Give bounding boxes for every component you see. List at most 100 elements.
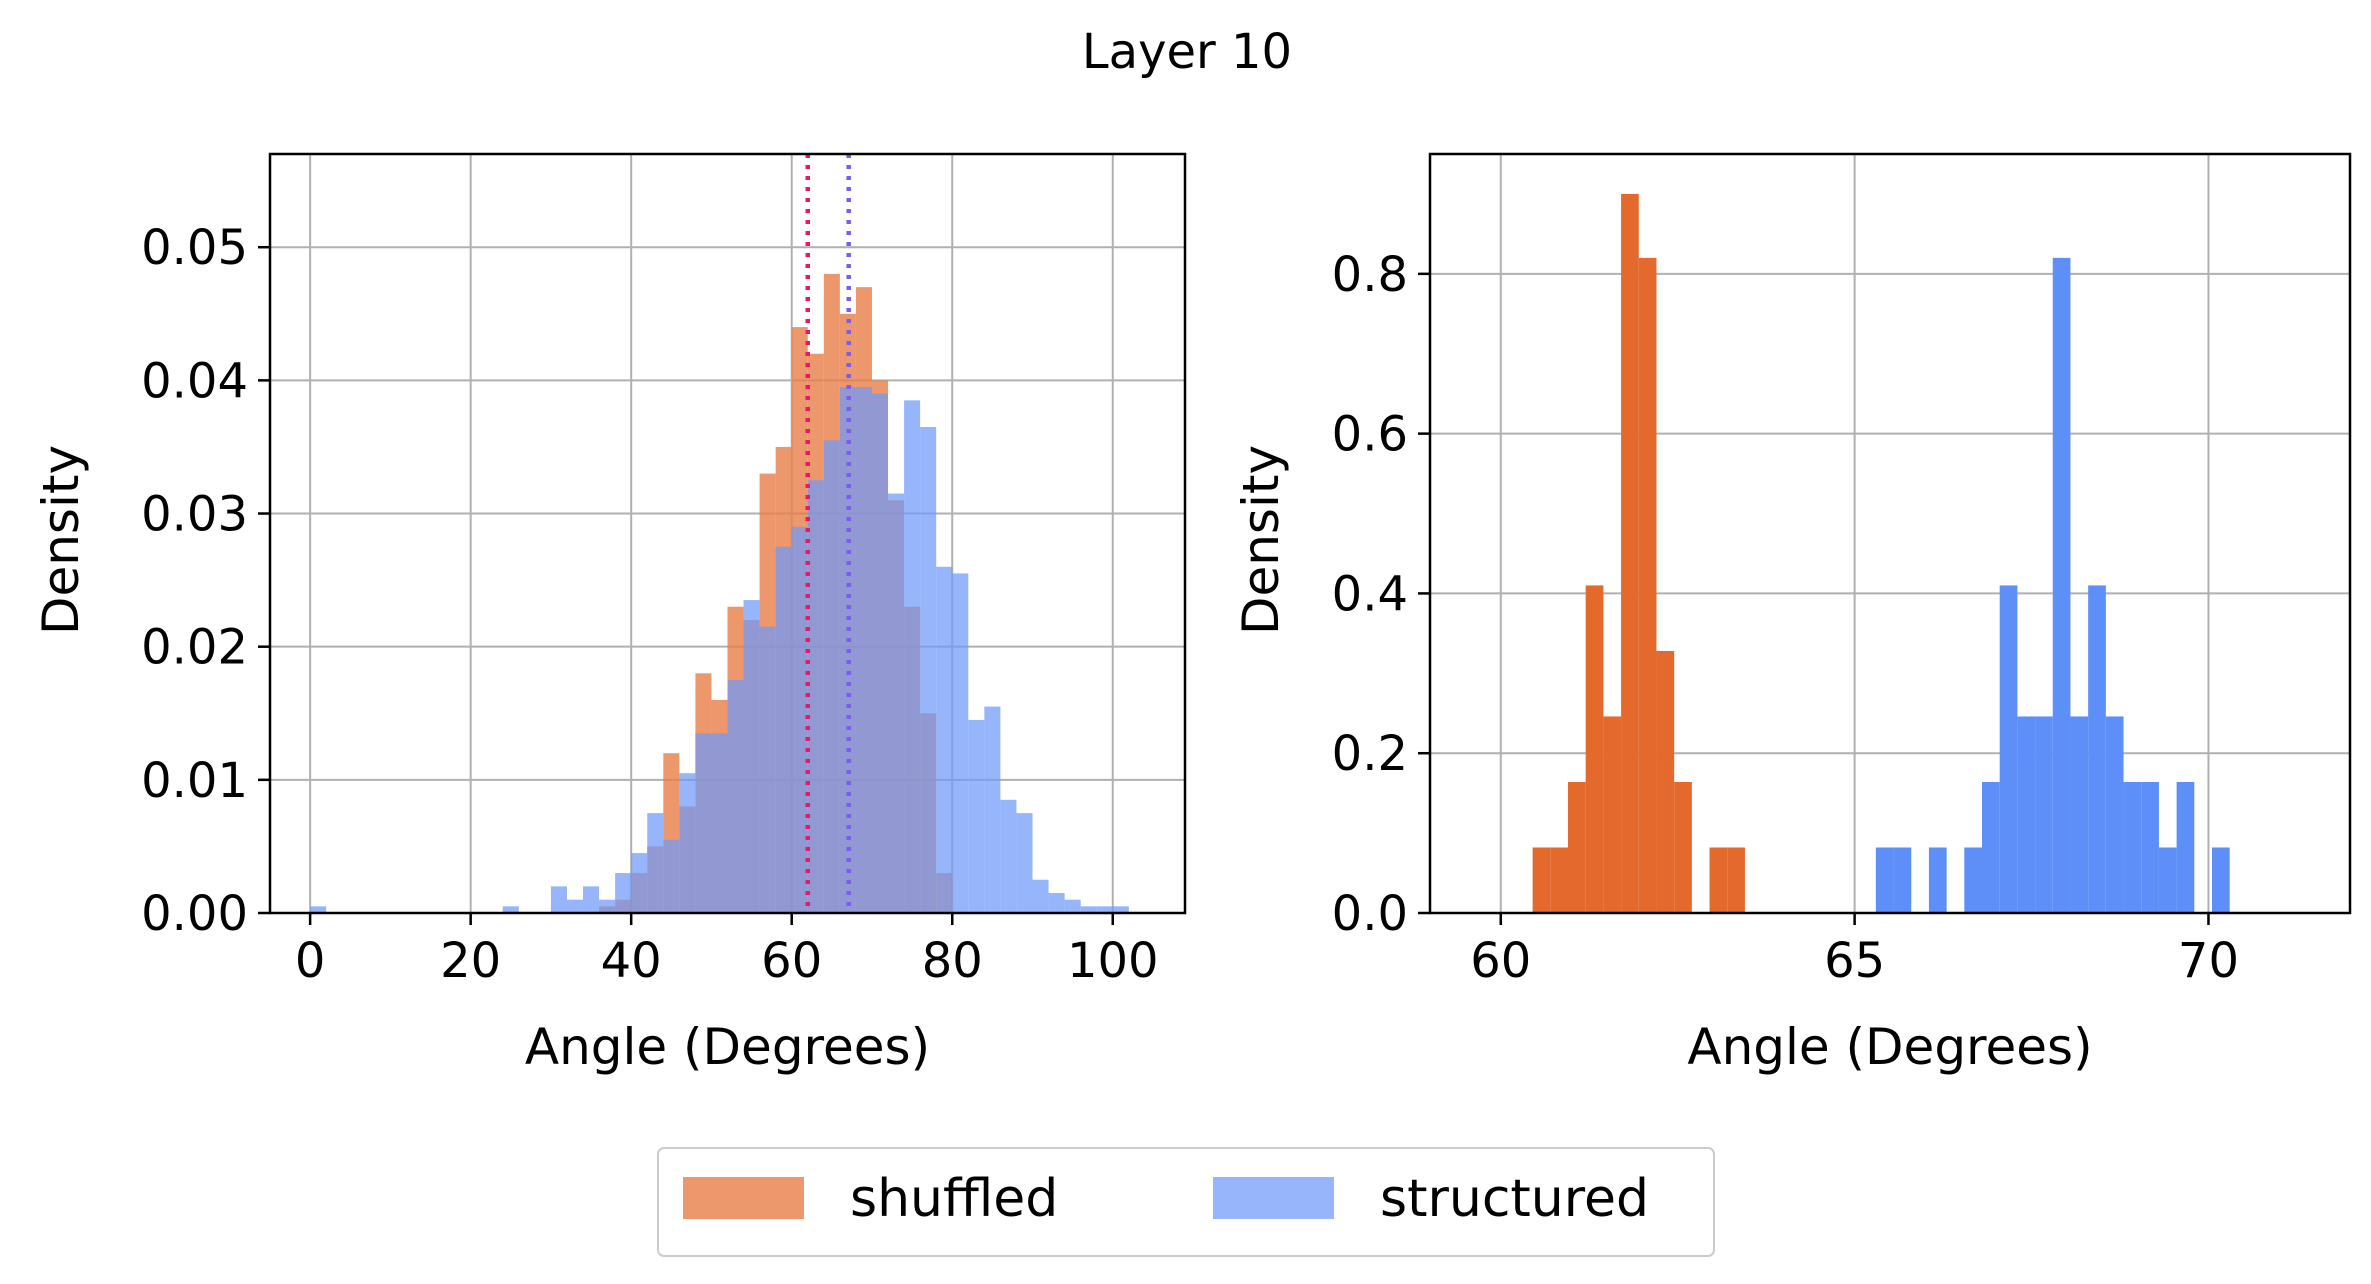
histogram-bar-structured: [1982, 781, 2000, 913]
histogram-bar-structured: [1112, 906, 1129, 913]
histogram-bar-structured: [2123, 781, 2142, 913]
histogram-bar-structured: [2212, 847, 2230, 913]
histogram-bar-structured: [1893, 847, 1912, 913]
histogram-bar-shuffled: [1709, 847, 1728, 913]
histogram-bar-structured: [663, 839, 680, 913]
axes-frame: [268, 152, 1187, 915]
histogram-bar-shuffled: [1568, 781, 1586, 913]
histogram-bar-structured: [775, 546, 792, 913]
y-tick-label: 0.03: [141, 487, 248, 543]
histogram-bar-shuffled: [1656, 650, 1675, 913]
histogram-bar-shuffled: [1585, 585, 1604, 913]
histogram-bar-structured: [984, 706, 1001, 913]
y-tick-label: 0.05: [141, 220, 248, 276]
x-tick-label: 0: [295, 933, 326, 989]
histogram-bar-structured: [711, 733, 728, 913]
legend-label-shuffled: shuffled: [850, 1169, 1058, 1229]
legend-swatch-shuffled: [683, 1177, 804, 1219]
histogram-bar-shuffled: [1532, 847, 1551, 913]
histogram-bar-structured: [759, 626, 776, 913]
histogram-bar-structured: [888, 493, 905, 913]
histogram-bar-shuffled: [1674, 781, 1692, 913]
histogram-bar-structured: [904, 400, 921, 913]
y-tick-label: 0.6: [1332, 407, 1408, 463]
x-tick-label: 100: [1067, 933, 1159, 989]
histogram-bar-structured: [2070, 716, 2089, 913]
histogram-bar-structured: [1964, 847, 1982, 913]
histogram-bar-structured: [1000, 799, 1017, 913]
legend: shuffled structured: [657, 1147, 1715, 1257]
histogram-bar-structured: [1875, 847, 1894, 913]
y-tick-label: 0.04: [141, 353, 248, 409]
x-axis-label: Angle (Degrees): [1687, 1018, 2092, 1076]
x-tick-label: 40: [601, 933, 662, 989]
histogram-bar-structured: [615, 873, 632, 913]
histogram-bar-structured: [2158, 847, 2177, 913]
histogram-bar-structured: [550, 886, 567, 913]
histogram-bar-structured: [952, 573, 969, 913]
x-axis-label: Angle (Degrees): [525, 1018, 930, 1076]
histogram-bar-structured: [631, 853, 648, 913]
histogram-bar-shuffled: [1727, 847, 1745, 913]
histogram-bar-structured: [695, 733, 712, 913]
legend-frame: [657, 1147, 1715, 1257]
histogram-bar-structured: [1064, 899, 1081, 913]
histogram-bar-structured: [583, 886, 600, 913]
histogram-bar-structured: [1048, 893, 1065, 913]
histogram-bar-structured: [920, 426, 937, 913]
histogram-bar-shuffled: [1603, 716, 1622, 913]
histogram-bar-structured: [743, 600, 760, 913]
histogram-bar-structured: [2052, 257, 2071, 913]
y-tick-label: 0.02: [141, 620, 248, 676]
histogram-bar-structured: [679, 773, 696, 913]
histogram-bar-structured: [823, 440, 840, 913]
histogram-bar-structured: [855, 387, 872, 913]
y-tick-label: 0.2: [1332, 726, 1408, 782]
left-histogram-panel: 0 20 40 60 80 100 0.00 0.01 0.02 0.03 0.04 0.05 Angl…: [32, 152, 1187, 1076]
y-axis-label: Density: [1232, 445, 1290, 635]
histogram-bar-structured: [727, 679, 744, 913]
histogram-bar-structured: [647, 813, 664, 913]
x-tick-label: 80: [922, 933, 983, 989]
y-tick-label: 0.0: [1332, 886, 1408, 942]
x-tick-label: 20: [440, 933, 501, 989]
histogram-bar-structured: [310, 906, 327, 913]
y-tick-label: 0.4: [1332, 566, 1408, 622]
histogram-bar-structured: [968, 719, 985, 913]
histogram-bar-structured: [1096, 906, 1113, 913]
histogram-bar-structured: [2105, 716, 2124, 913]
histogram-bar-structured: [2141, 781, 2159, 913]
histogram-bar-structured: [502, 906, 519, 913]
histogram-bar-structured: [2088, 585, 2106, 913]
histogram-bar-structured: [1080, 906, 1097, 913]
histogram-bar-structured: [871, 393, 889, 913]
y-tick-label: 0.00: [141, 886, 248, 942]
histogram-bar-shuffled: [1550, 847, 1568, 913]
x-tick-label: 70: [2178, 933, 2239, 989]
histogram-bar-structured: [1016, 813, 1033, 913]
x-tick-label: 60: [761, 933, 822, 989]
right-histogram-panel: 60 65 70 0.0 0.2 0.4 0.6 0.8 Angle (Degrees) Dens…: [1232, 152, 2352, 1076]
histogram-bar-structured: [936, 566, 953, 913]
histogram-bar-structured: [566, 899, 584, 913]
figure-title: Layer 10: [1082, 24, 1292, 80]
legend-label-structured: structured: [1380, 1169, 1649, 1229]
y-tick-label: 0.01: [141, 753, 248, 809]
histogram-bar-structured: [791, 526, 808, 913]
y-axis-label: Density: [32, 445, 90, 635]
x-tick-label: 65: [1824, 933, 1885, 989]
histogram-bar-structured: [2017, 716, 2036, 913]
histogram-bar-structured: [599, 899, 616, 913]
x-tick-label: 60: [1470, 933, 1531, 989]
axes-frame: [1428, 152, 2352, 915]
histogram-bar-structured: [2035, 716, 2053, 913]
histogram-bar-structured: [1999, 585, 2018, 913]
histogram-bar-shuffled: [1621, 193, 1639, 913]
histogram-bar-structured: [1032, 879, 1049, 913]
legend-swatch-structured: [1213, 1177, 1334, 1219]
histogram-bar-structured: [807, 480, 824, 913]
histogram-bar-structured: [1928, 847, 1947, 913]
histogram-bar-structured: [2176, 781, 2195, 913]
histogram-bar-shuffled: [1638, 257, 1657, 913]
